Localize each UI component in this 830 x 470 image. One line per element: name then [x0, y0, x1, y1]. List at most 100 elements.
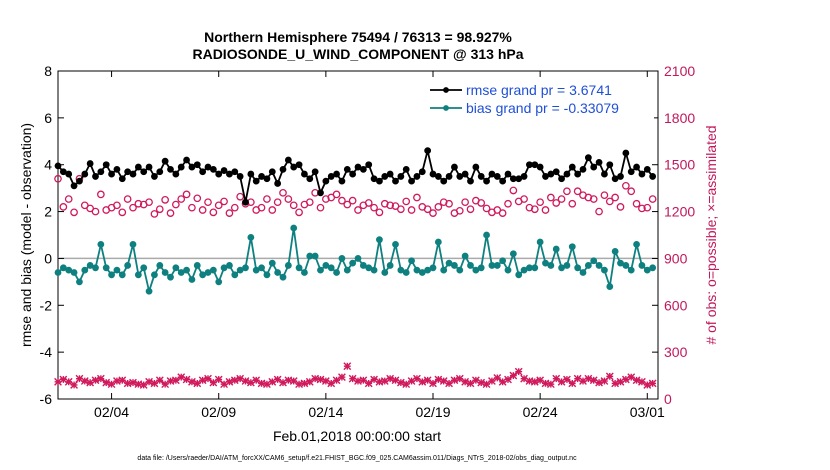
x-tick-label: 02/24	[523, 404, 558, 420]
rmse-point	[284, 156, 292, 164]
rmse-point	[220, 167, 228, 174]
obs-possible-point	[504, 199, 512, 208]
legend-item-rmse: rmse grand pr = 3.6741	[430, 82, 612, 98]
rmse-point	[92, 173, 99, 180]
obs-assimilated-point	[605, 372, 614, 381]
bias-point	[295, 264, 303, 272]
rmse-point	[129, 170, 137, 178]
rmse-point	[638, 170, 646, 178]
obs-possible-point	[113, 201, 121, 210]
obs-possible-point	[118, 208, 127, 217]
x-tick-label: 03/01	[630, 404, 665, 420]
rmse-point	[579, 166, 587, 173]
obs-possible-point	[568, 199, 577, 208]
chart-title: Northern Hemisphere 75494 / 76313 = 98.9…	[204, 29, 512, 45]
rmse-point	[247, 170, 255, 178]
obs-possible-point	[263, 195, 271, 203]
obs-assimilated-point	[643, 381, 652, 389]
bias-point	[284, 262, 292, 269]
chart-subtitle: RADIOSONDE_U_WIND_COMPONENT @ 313 hPa	[192, 46, 523, 62]
obs-possible-point	[557, 195, 566, 203]
bias-point	[172, 264, 180, 272]
bias-point	[317, 266, 324, 274]
obs-assimilated-point	[188, 377, 196, 386]
bias-line	[57, 227, 653, 295]
obs-possible-point	[627, 187, 636, 196]
rmse-point	[472, 163, 480, 171]
obs-possible-point	[161, 196, 169, 204]
y-axis-left: -6 -4 -2 0 2 4 6 8	[40, 63, 64, 407]
y-tick-label-left: -2	[40, 297, 53, 313]
rmse-point	[413, 173, 421, 180]
obs-possible-point	[54, 174, 62, 183]
bias-point	[268, 259, 276, 267]
x-axis: 02/04 02/09 02/14 02/19 02/24 03/01	[94, 71, 665, 420]
obs-possible-point	[225, 209, 234, 217]
rmse-point	[279, 166, 287, 173]
obs-possible-point	[397, 205, 405, 214]
obs-possible-point	[477, 199, 486, 207]
obs-possible-point	[643, 203, 652, 212]
rmse-point	[418, 168, 426, 176]
obs-assimilated-point	[638, 377, 646, 386]
obs-assimilated-point	[80, 377, 89, 385]
obs-possible-point	[605, 197, 614, 206]
obs-possible-point	[257, 203, 266, 212]
obs-assimilated-point	[573, 374, 582, 383]
title-group: Northern Hemisphere 75494 / 76313 = 98.9…	[192, 29, 523, 62]
bias-point	[311, 252, 319, 260]
rmse-point	[595, 158, 603, 166]
bias-point	[649, 264, 657, 272]
obs-possible-point	[204, 198, 212, 207]
bias-point	[124, 262, 132, 269]
obs-possible-point	[188, 203, 196, 212]
obs-assimilated-point	[129, 378, 137, 387]
obs-possible-point	[134, 199, 143, 208]
y-axis-label: rmse and bias (model - observation)	[18, 123, 34, 347]
bias-point	[590, 257, 598, 265]
rmse-point	[392, 177, 399, 185]
obs-possible-point	[332, 190, 341, 199]
rmse-point	[574, 170, 582, 178]
rmse-point	[386, 170, 394, 178]
obs-possible-point	[322, 195, 330, 203]
bias-point	[140, 264, 148, 272]
y-axis-label-right: # of obs: o=possible; ×=assimilated	[703, 125, 719, 344]
rmse-point	[590, 163, 598, 171]
bias-point	[563, 262, 571, 269]
rmse-point	[102, 161, 110, 169]
bias-point	[633, 240, 640, 248]
obs-possible-point	[123, 195, 132, 203]
rmse-point	[349, 170, 357, 178]
obs-assimilated-point	[145, 377, 153, 386]
rmse-point	[231, 168, 239, 176]
bias-point	[574, 264, 582, 272]
rmse-point	[606, 161, 614, 169]
obs-possible-point	[150, 210, 159, 218]
bias-point	[76, 278, 83, 286]
bias-point	[226, 262, 233, 269]
bias-point	[408, 257, 415, 265]
obs-possible-point	[648, 195, 657, 203]
obs-possible-point	[166, 209, 175, 217]
obs-assimilated-point	[525, 377, 534, 385]
bias-point	[638, 262, 646, 269]
obs-possible-point	[284, 195, 293, 203]
bias-point	[461, 252, 469, 260]
series-rmse	[54, 147, 657, 206]
bias-point	[156, 262, 164, 269]
rmse-point	[584, 154, 592, 162]
bias-point	[301, 269, 308, 276]
obs-possible-point	[600, 191, 609, 200]
rmse-point	[563, 170, 571, 178]
bias-point	[536, 238, 544, 246]
bias-point	[627, 266, 635, 274]
rmse-point	[215, 170, 223, 178]
bias-point	[113, 266, 121, 274]
bias-point	[81, 266, 89, 274]
obs-possible-point	[498, 209, 507, 217]
bias-point	[263, 271, 271, 279]
y-tick-label-right: 900	[664, 250, 688, 266]
x-tick-label: 02/19	[415, 404, 450, 420]
